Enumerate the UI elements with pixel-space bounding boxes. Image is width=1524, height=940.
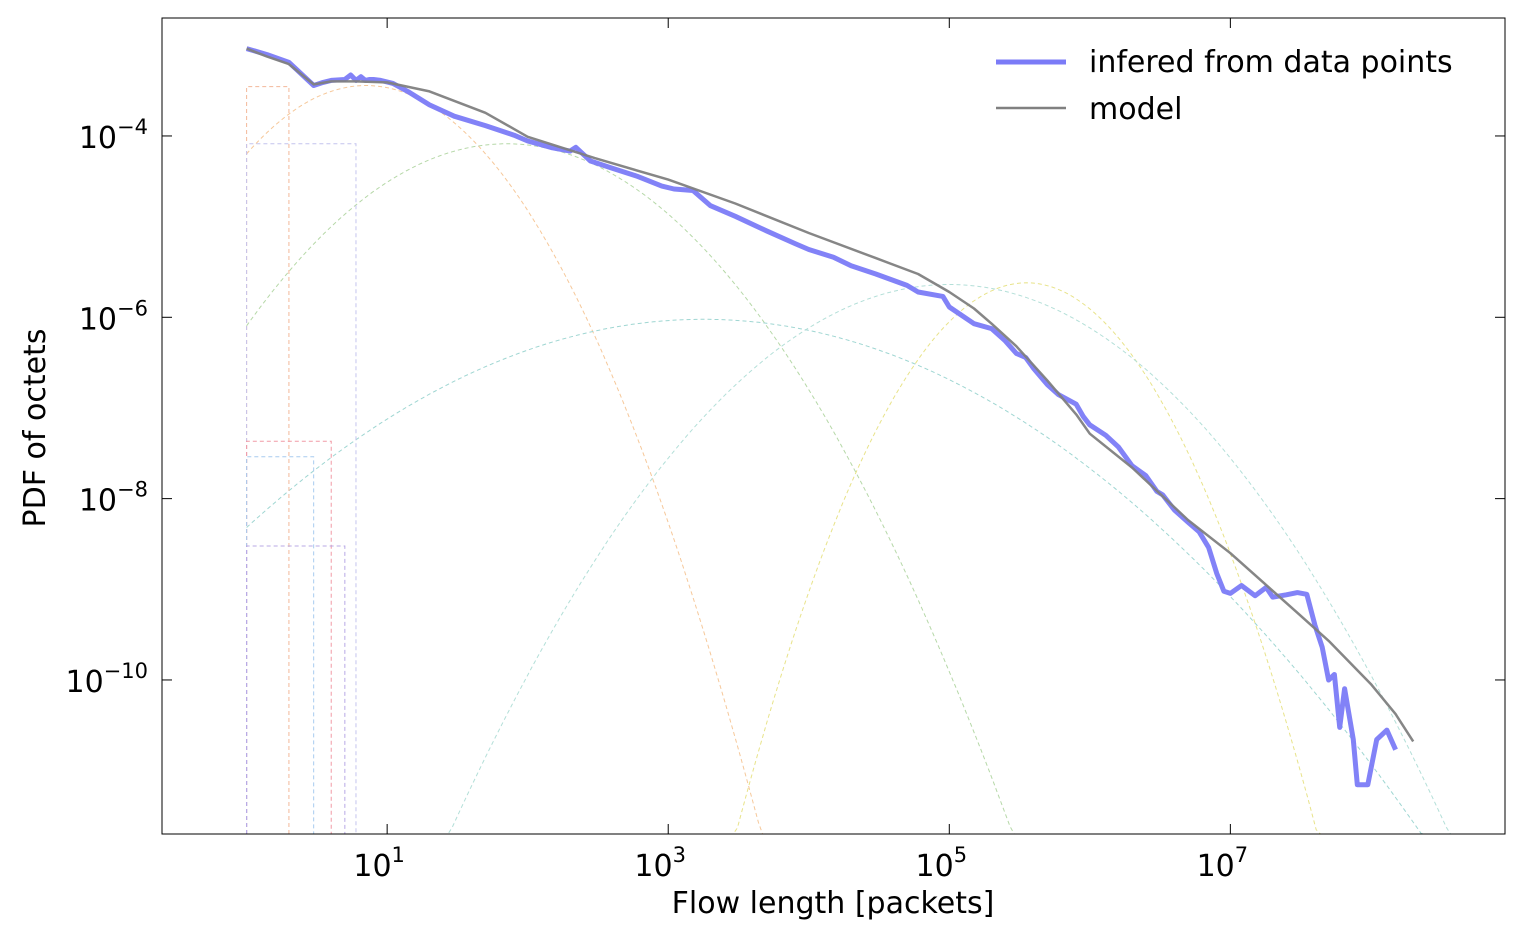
y-axis: 10−4 10−6 10−8 10−10 <box>65 115 1505 700</box>
x-axis-title: Flow length [packets] <box>672 886 995 921</box>
component-box <box>246 86 290 834</box>
y-tick-label: 10−10 <box>65 659 148 700</box>
component-box <box>246 545 346 834</box>
x-tick-label: 107 <box>1197 843 1249 884</box>
y-axis-title: PDF of octets <box>18 329 53 528</box>
component-curve <box>246 318 1447 835</box>
component-box <box>246 143 357 834</box>
legend-label-data: infered from data points <box>1089 45 1453 80</box>
component-curve <box>729 282 1325 835</box>
x-axis: 101 103 105 107 <box>353 18 1248 884</box>
y-tick-label: 10−4 <box>79 115 148 156</box>
component-curve <box>246 143 1027 835</box>
component-curve <box>246 85 771 835</box>
y-tick-label: 10−8 <box>79 478 148 519</box>
x-tick-label: 103 <box>634 843 686 884</box>
component-curves <box>246 85 1464 835</box>
plot-frame <box>161 17 1506 835</box>
series-line-model <box>246 47 1415 743</box>
x-tick-label: 101 <box>353 843 405 884</box>
component-curve <box>435 284 1464 835</box>
x-tick-label: 105 <box>916 843 968 884</box>
legend-label-model: model <box>1089 92 1182 127</box>
series-layer <box>245 46 1415 788</box>
component-box <box>246 456 315 834</box>
series-line-data <box>245 46 1398 788</box>
legend: infered from data points model <box>996 45 1453 127</box>
y-tick-label: 10−6 <box>79 296 148 337</box>
